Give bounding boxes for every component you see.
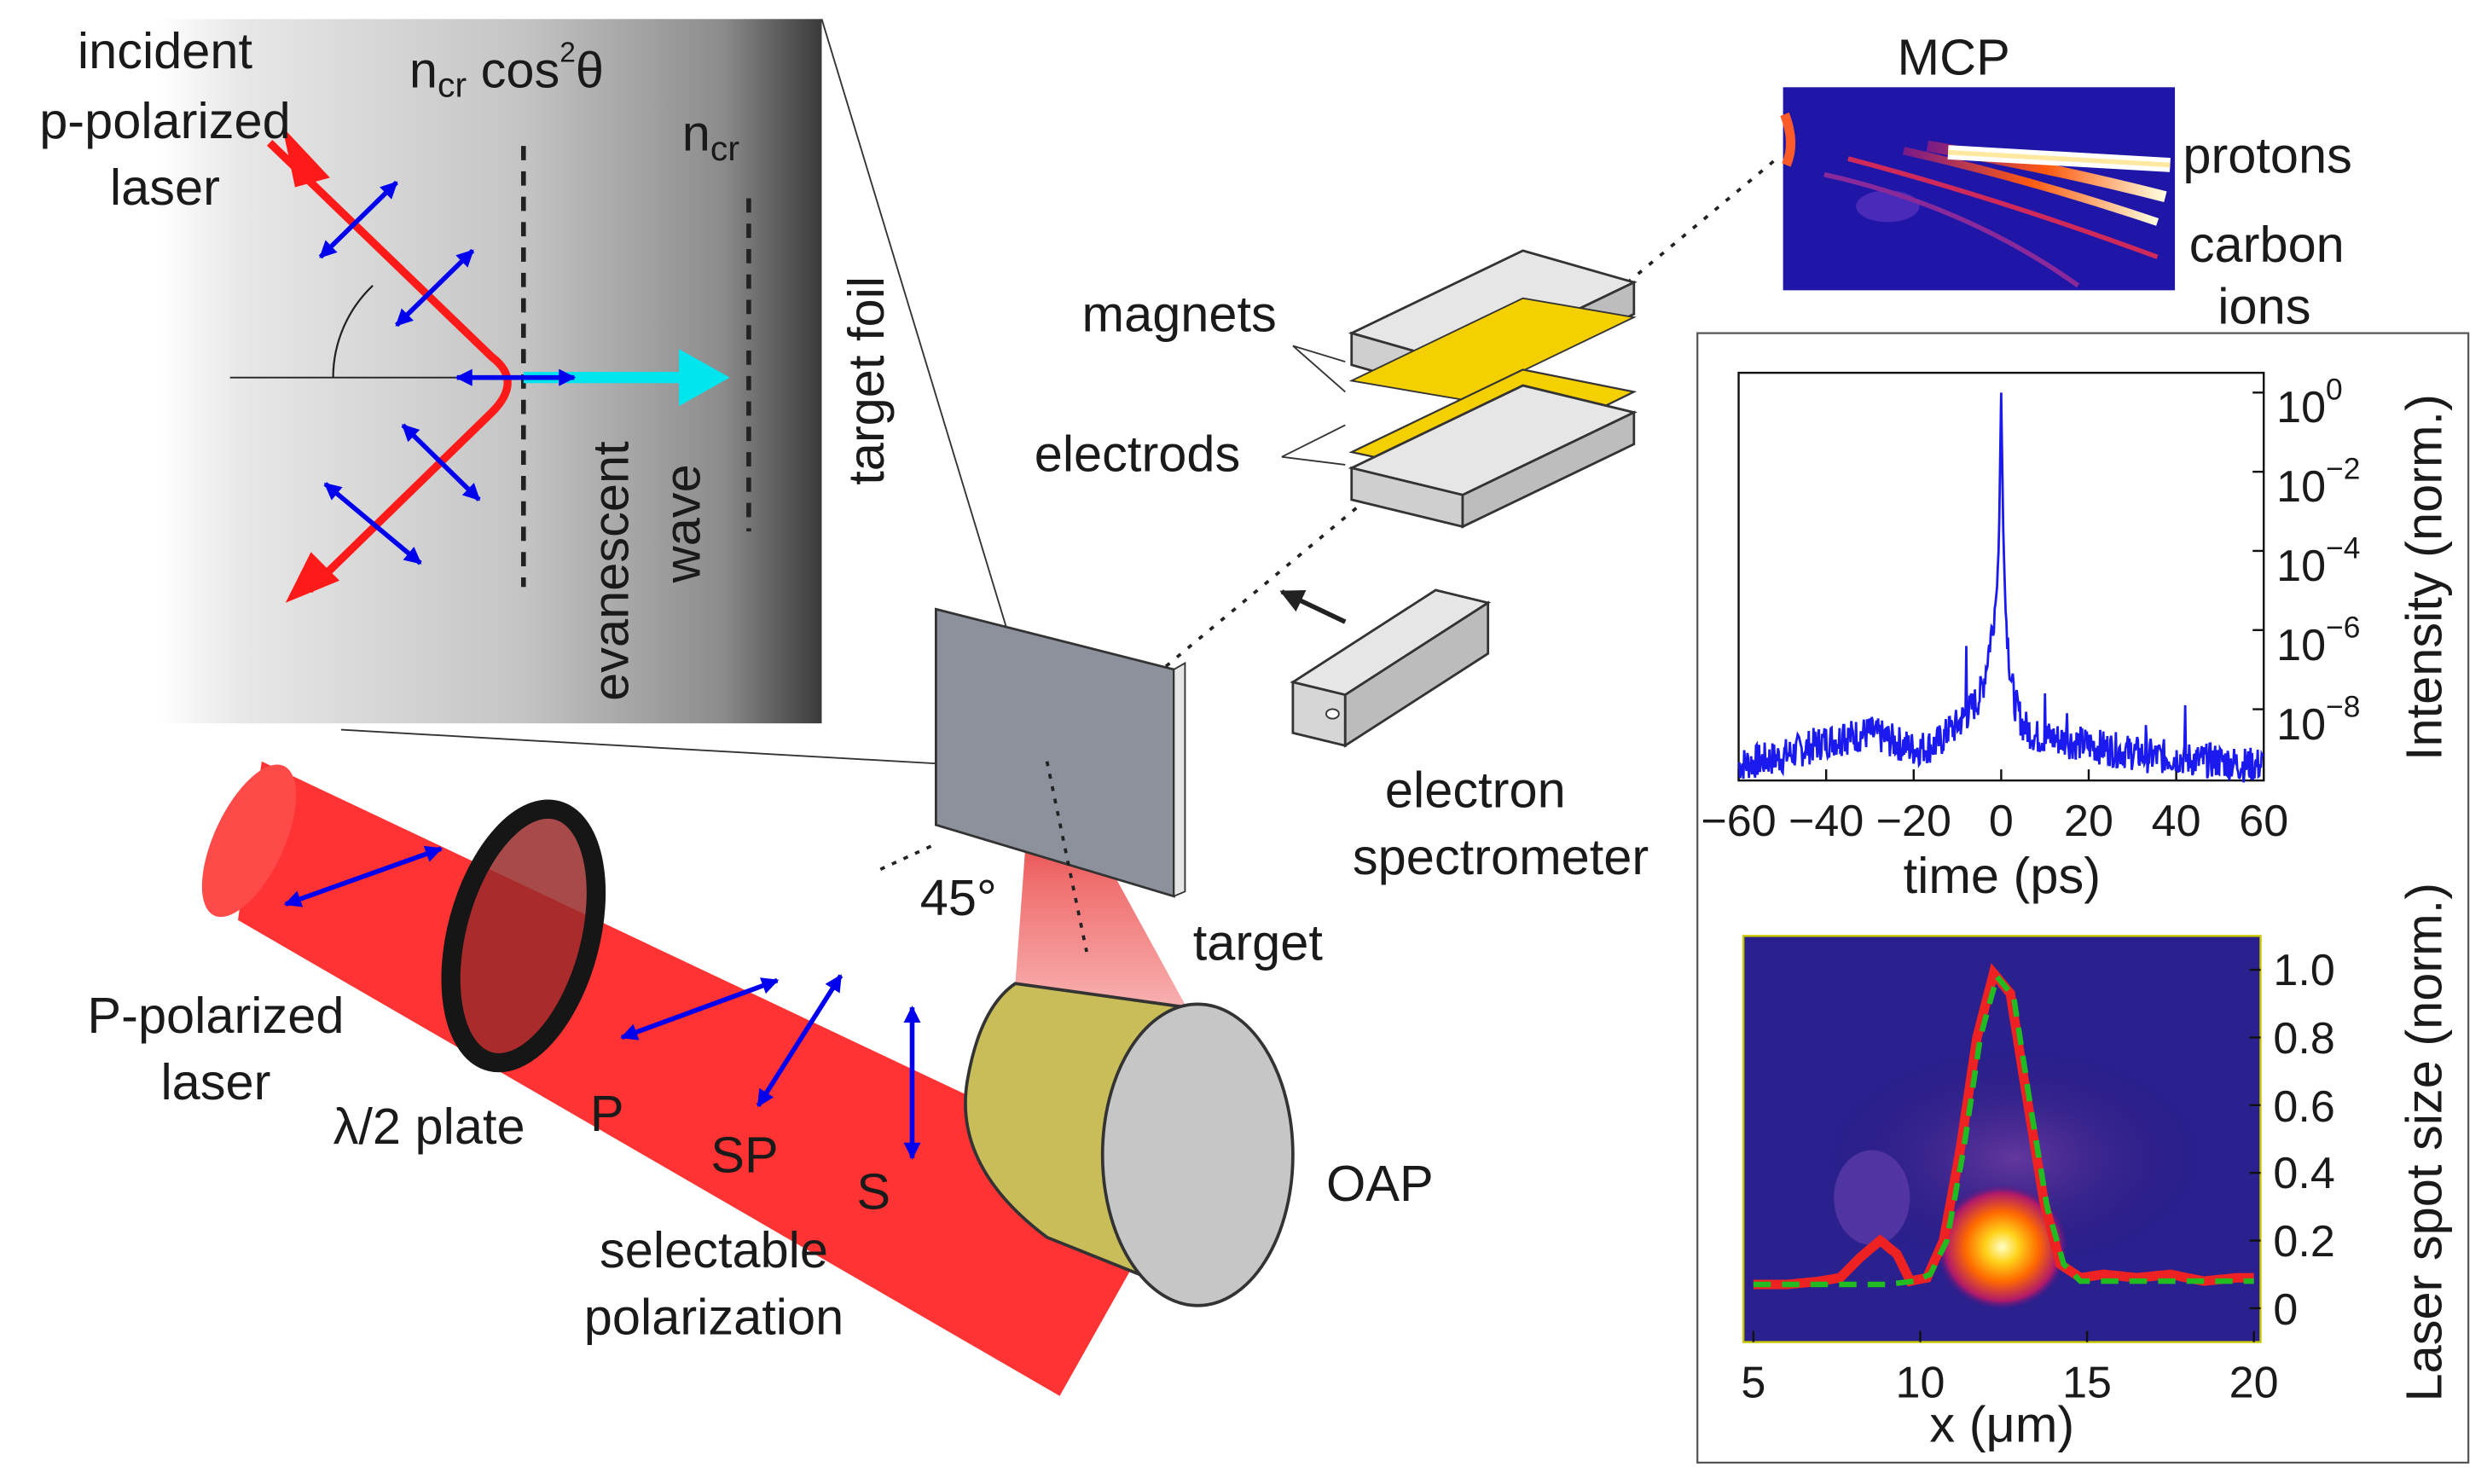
angle-label: 45° (919, 869, 997, 927)
p-laser-label-1: P-polarized (87, 986, 345, 1044)
spot-xtick-label: 20 (2229, 1358, 2279, 1407)
contrast-series-line (1737, 392, 2264, 783)
plots-frame (1696, 332, 2470, 1464)
spot-ytick-label: 0 (2273, 1284, 2299, 1334)
p-polarization-label: P (589, 1085, 624, 1143)
contrast-ylabel: Intensity (norm.) (2395, 394, 2453, 762)
electron-spectrometer (1279, 588, 1492, 748)
wave-label: wave (653, 464, 711, 583)
ncr-cos-label: ncr cos2θ (409, 36, 604, 105)
contrast-ytick-label: 10−8 (2276, 692, 2361, 750)
contrast-xtick-label: −40 (1788, 796, 1864, 846)
ncr-label: ncr (681, 104, 739, 169)
sp-polarization-label: SP (710, 1126, 779, 1184)
beam-polarization-arrows (283, 845, 921, 1160)
spot-xtick-label: 10 (1895, 1358, 1945, 1407)
spot-ytick-label: 0.6 (2273, 1081, 2335, 1131)
magnets-label: magnets (1081, 285, 1277, 343)
incident-label-2: p-polarized (39, 91, 291, 149)
electron-label: electron (1384, 761, 1566, 819)
spot-fit-line (1753, 971, 2254, 1288)
contrast-xlabel: time (ps) (1903, 847, 2101, 905)
incident-label-3: laser (109, 159, 220, 216)
selectable-label-1: selectable (599, 1221, 829, 1279)
target-label: target (1192, 913, 1323, 971)
contrast-ytick-label: 10−4 (2276, 533, 2361, 591)
ions-label: ions (2217, 277, 2311, 335)
mcp-image (1780, 87, 2176, 291)
contrast-xtick-label: −60 (1701, 796, 1777, 846)
ion-axis (1164, 157, 1778, 668)
spot-xtick-label: 15 (2062, 1358, 2113, 1407)
spot-ytick-label: 1.0 (2273, 946, 2335, 995)
contrast-ytick-label: 100 (2276, 374, 2343, 432)
spectrometer-label: spectrometer (1352, 827, 1649, 885)
contrast-ytick-label: 10−2 (2276, 454, 2361, 512)
spot-ytick-label: 0.8 (2273, 1013, 2335, 1064)
spot-xtick-label: 5 (1741, 1358, 1766, 1407)
spot-ylabel: Laser spot size (norm.) (2395, 882, 2453, 1402)
chart-contrast (1737, 371, 2265, 783)
spot-ytick-label: 0.4 (2273, 1149, 2335, 1198)
mcp-label: MCP (1897, 28, 2010, 86)
chart-spot (1742, 935, 2262, 1343)
contrast-xtick-label: 60 (2239, 796, 2289, 846)
contrast-xtick-label: 20 (2064, 796, 2113, 846)
laser-beam (201, 761, 1174, 1396)
incident-label-1: incident (77, 22, 253, 79)
contrast-xtick-label: 0 (1988, 796, 2014, 846)
protons-label: protons (2183, 126, 2352, 184)
s-polarization-label: S (856, 1162, 891, 1220)
contrast-ytick-label: 10−6 (2276, 612, 2361, 670)
target-foil-label: target foil (838, 275, 896, 485)
spot-xlabel: x (μm) (1929, 1395, 2075, 1453)
oap-label: OAP (1325, 1155, 1434, 1213)
thomson-parabola (1281, 249, 1638, 529)
evanescent-label: evanescent (582, 441, 640, 701)
selectable-label-2: polarization (583, 1288, 844, 1346)
half-wave-plate-label: λ/2 plate (333, 1098, 525, 1156)
p-laser-label-2: laser (160, 1053, 271, 1110)
oap-mirror (964, 982, 1295, 1307)
contrast-xtick-label: −20 (1875, 796, 1951, 846)
electrods-label: electrods (1034, 425, 1241, 483)
spot-ytick-label: 0.2 (2273, 1216, 2335, 1267)
carbon-label: carbon (2188, 215, 2345, 273)
inset-foil-panel (159, 19, 1048, 771)
spot-measured-line (1753, 963, 2254, 1290)
target-plate (879, 607, 1186, 953)
contrast-xtick-label: 40 (2151, 796, 2201, 846)
